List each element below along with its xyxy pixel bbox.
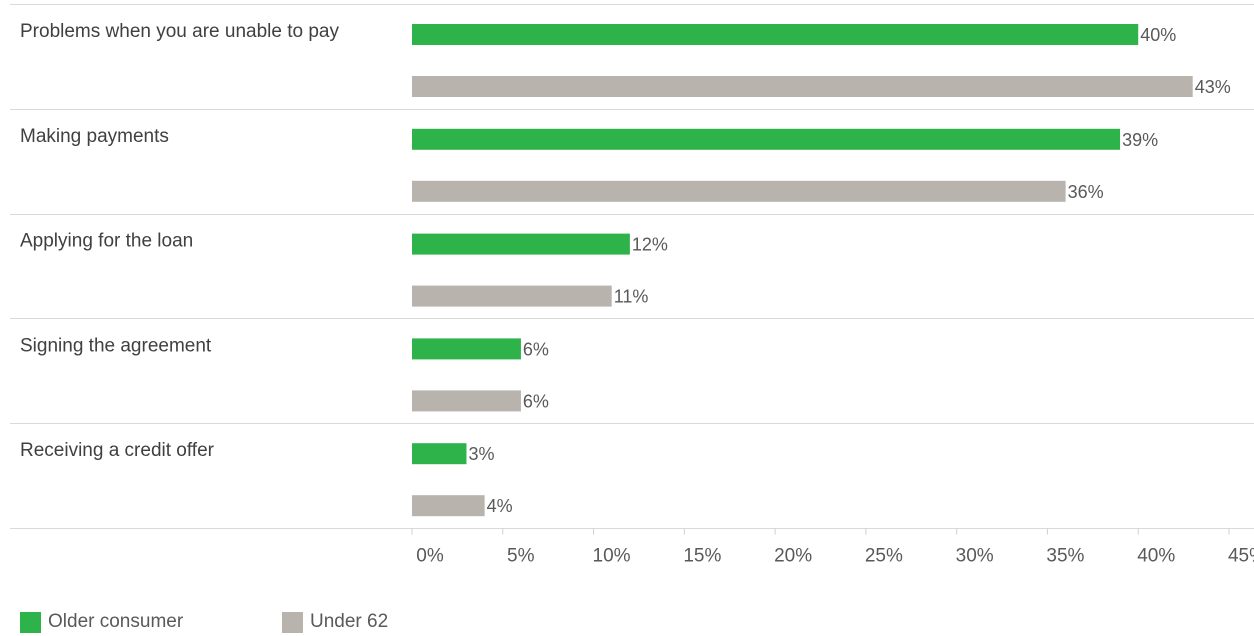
- legend-label-under-62: Under 62: [310, 611, 389, 632]
- data-label-under-62-signing-the-agreement: 6%: [523, 391, 549, 411]
- data-label-older-consumer-receiving-a-credit-offer: 3%: [468, 444, 494, 464]
- x-tick-label: 20%: [774, 546, 812, 567]
- legend-item-older-consumer: Older consumer: [20, 611, 282, 633]
- data-label-under-62-problems-when-you-are-unable-to-pay: 43%: [1195, 77, 1231, 97]
- bar-older-consumer-signing-the-agreement: [412, 338, 521, 360]
- bar-under-62-problems-when-you-are-unable-to-pay: [412, 76, 1193, 97]
- x-tick-label: 0%: [416, 546, 444, 567]
- bar-older-consumer-applying-for-the-loan: [412, 233, 630, 255]
- legend-item-under-62: Under 62: [282, 611, 388, 633]
- category-label-making-payments: Making payments: [20, 126, 169, 147]
- data-label-older-consumer-problems-when-you-are-unable-to-pay: 40%: [1140, 25, 1176, 45]
- x-tick-label: 40%: [1137, 546, 1175, 567]
- data-label-older-consumer-signing-the-agreement: 6%: [523, 339, 549, 359]
- legend-swatch-under-62: [282, 611, 303, 633]
- chart-legend: Older consumer Under 62: [20, 611, 388, 633]
- bar-under-62-signing-the-agreement: [412, 390, 521, 412]
- x-tick-label: 15%: [683, 546, 721, 567]
- bar-older-consumer-problems-when-you-are-unable-to-pay: [412, 24, 1139, 45]
- bar-under-62-receiving-a-credit-offer: [412, 495, 485, 517]
- category-label-applying-for-the-loan: Applying for the loan: [20, 231, 193, 252]
- x-tick-label: 45%: [1228, 546, 1254, 567]
- category-label-signing-the-agreement: Signing the agreement: [20, 335, 212, 356]
- data-label-older-consumer-making-payments: 39%: [1122, 130, 1158, 150]
- x-tick-label: 35%: [1046, 546, 1084, 567]
- category-label-problems-when-you-are-unable-to-pay: Problems when you are unable to pay: [20, 21, 339, 42]
- legend-label-older-consumer: Older consumer: [48, 611, 184, 632]
- data-label-older-consumer-applying-for-the-loan: 12%: [632, 235, 668, 255]
- bar-chart: Problems when you are unable to pay 40% 43…: [10, 4, 1254, 567]
- x-tick-label: 25%: [865, 546, 903, 567]
- bar-older-consumer-making-payments: [412, 128, 1121, 150]
- x-tick-label: 30%: [956, 546, 994, 567]
- x-tick-label: 10%: [593, 546, 631, 567]
- legend-swatch-older-consumer: [20, 611, 41, 633]
- data-label-under-62-receiving-a-credit-offer: 4%: [487, 496, 513, 516]
- category-label-receiving-a-credit-offer: Receiving a credit offer: [20, 440, 215, 461]
- bar-under-62-making-payments: [412, 180, 1066, 202]
- data-label-under-62-applying-for-the-loan: 11%: [614, 287, 649, 307]
- x-tick-label: 5%: [507, 546, 535, 567]
- bar-under-62-applying-for-the-loan: [412, 285, 612, 307]
- bar-older-consumer-receiving-a-credit-offer: [412, 443, 467, 465]
- data-label-under-62-making-payments: 36%: [1068, 182, 1104, 202]
